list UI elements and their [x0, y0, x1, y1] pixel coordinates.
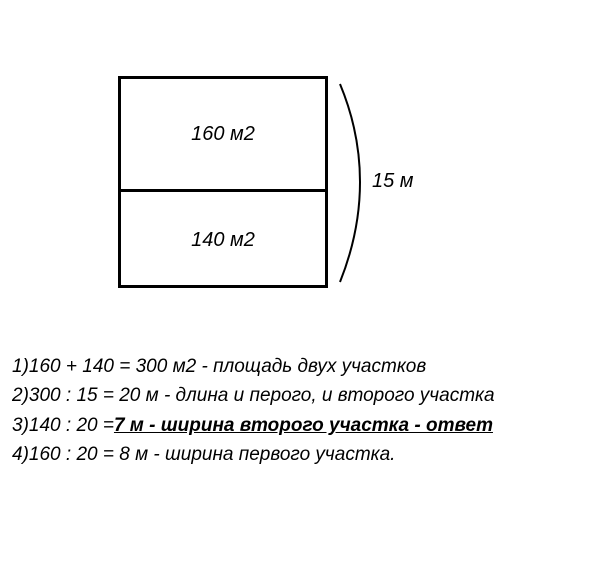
solution-line-2: 2) 300 : 15 = 20 м - длина и перого, и в…: [12, 381, 495, 410]
top-area-label: 160 м2: [191, 123, 255, 146]
rectangle-container: 160 м2 140 м2: [118, 76, 328, 288]
bottom-area-label: 140 м2: [191, 229, 255, 252]
step-number: 3): [12, 411, 29, 440]
step-text: 160 : 20 = 8 м - ширина первого участка.: [29, 440, 396, 469]
step-text-pre: 140 : 20 =: [29, 411, 114, 440]
solution-line-4: 4) 160 : 20 = 8 м - ширина первого участ…: [12, 440, 495, 469]
solution-line-1: 1) 160 + 140 = 300 м2 - площадь двух уча…: [12, 352, 495, 381]
step-text: 160 + 140 = 300 м2 - площадь двух участк…: [29, 352, 426, 381]
solution-steps: 1) 160 + 140 = 300 м2 - площадь двух уча…: [12, 352, 495, 470]
geometry-diagram: 160 м2 140 м2 15 м: [118, 76, 418, 291]
step-number: 1): [12, 352, 29, 381]
bottom-rectangle: 140 м2: [121, 192, 325, 288]
dimension-brace-icon: [338, 82, 368, 288]
step-number: 4): [12, 440, 29, 469]
dimension-label: 15 м: [372, 170, 414, 193]
top-rectangle: 160 м2: [121, 79, 325, 192]
step-number: 2): [12, 381, 29, 410]
step-answer-text: 7 м - ширина второго участка - ответ: [114, 411, 493, 440]
solution-line-3: 3) 140 : 20 = 7 м - ширина второго участ…: [12, 411, 495, 440]
step-text: 300 : 15 = 20 м - длина и перого, и втор…: [29, 381, 495, 410]
